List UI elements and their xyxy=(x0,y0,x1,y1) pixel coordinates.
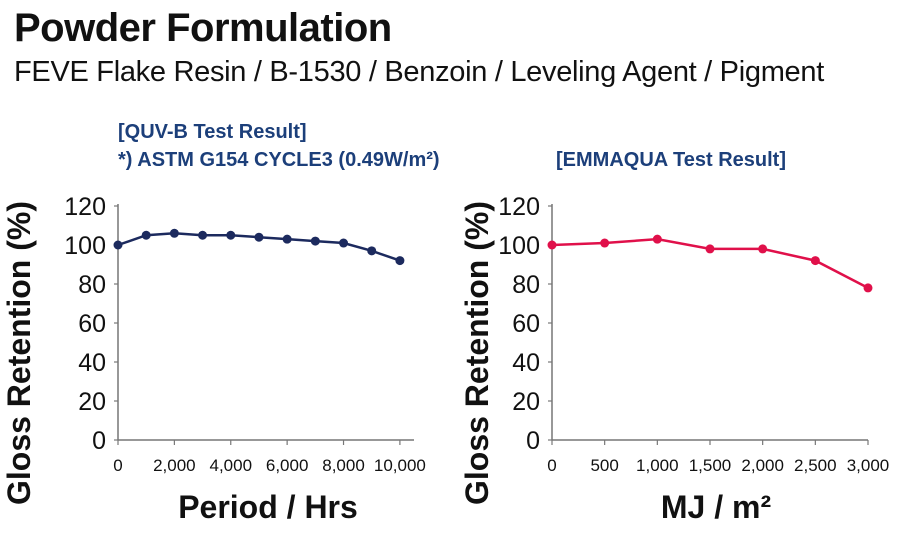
page-title: Powder Formulation xyxy=(14,6,392,50)
quv-data-point xyxy=(198,230,208,240)
quv-x-tick-label: 2,000 xyxy=(153,456,196,475)
quv-data-point xyxy=(141,230,151,240)
quv-data-point xyxy=(282,234,292,244)
emmaqua-x-tick-label: 1,500 xyxy=(689,456,732,475)
quv-y-tick-label: 80 xyxy=(78,271,106,299)
quv-y-tick-label: 100 xyxy=(64,232,106,260)
quv-x-tick-label: 8,000 xyxy=(322,456,365,475)
emmaqua-data-point xyxy=(600,238,610,248)
quv-data-point xyxy=(367,246,377,256)
emmaqua-y-axis-label: Gloss Retention (%) xyxy=(459,201,495,505)
emmaqua-x-tick-label: 2,500 xyxy=(794,456,837,475)
emmaqua-data-point xyxy=(810,256,820,266)
quv-y-tick-label: 20 xyxy=(78,388,106,416)
emmaqua-y-tick-label: 60 xyxy=(512,310,540,338)
quv-data-point xyxy=(113,240,123,250)
quv-y-tick-label: 120 xyxy=(64,193,106,221)
emmaqua-x-tick-label: 500 xyxy=(590,456,618,475)
emmaqua-data-point xyxy=(652,234,662,244)
quv-x-tick-label: 6,000 xyxy=(266,456,309,475)
page-subtitle: FEVE Flake Resin / B-1530 / Benzoin / Le… xyxy=(14,56,824,88)
emmaqua-data-point xyxy=(705,244,715,254)
emmaqua-y-tick-label: 20 xyxy=(512,388,540,416)
emmaqua-x-tick-label: 0 xyxy=(547,456,556,475)
emmaqua-x-tick-label: 1,000 xyxy=(636,456,679,475)
emmaqua-x-tick-label: 3,000 xyxy=(847,456,890,475)
quv-title-line1: [QUV-B Test Result] xyxy=(118,121,307,143)
quv-data-point xyxy=(395,256,405,266)
emmaqua-y-tick-label: 40 xyxy=(512,349,540,377)
quv-x-tick-label: 4,000 xyxy=(209,456,252,475)
quv-y-axis-label: Gloss Retention (%) xyxy=(1,201,37,505)
emmaqua-y-tick-label: 120 xyxy=(498,193,540,221)
quv-x-tick-label: 10,000 xyxy=(374,456,426,475)
emmaqua-data-point xyxy=(758,244,768,254)
quv-y-tick-label: 60 xyxy=(78,310,106,338)
emmaqua-data-point xyxy=(863,283,873,293)
emmaqua-y-tick-label: 100 xyxy=(498,232,540,260)
emmaqua-title: [EMMAQUA Test Result] xyxy=(556,149,786,171)
emmaqua-y-tick-label: 0 xyxy=(526,427,540,455)
quv-x-tick-label: 0 xyxy=(113,456,122,475)
emmaqua-data-point xyxy=(547,240,557,250)
quv-data-point xyxy=(310,236,320,246)
emmaqua-x-tick-label: 2,000 xyxy=(741,456,784,475)
quv-y-tick-label: 0 xyxy=(92,427,106,455)
emmaqua-x-axis-label: MJ / m² xyxy=(661,489,771,525)
quv-data-point xyxy=(226,230,236,240)
emmaqua-y-tick-label: 80 xyxy=(512,271,540,299)
quv-title-line2: *) ASTM G154 CYCLE3 (0.49W/m²) xyxy=(118,149,440,171)
quv-y-tick-label: 40 xyxy=(78,349,106,377)
quv-data-point xyxy=(339,238,349,248)
quv-x-axis-label: Period / Hrs xyxy=(178,489,358,525)
quv-data-point xyxy=(169,228,179,238)
quv-data-point xyxy=(254,232,264,242)
